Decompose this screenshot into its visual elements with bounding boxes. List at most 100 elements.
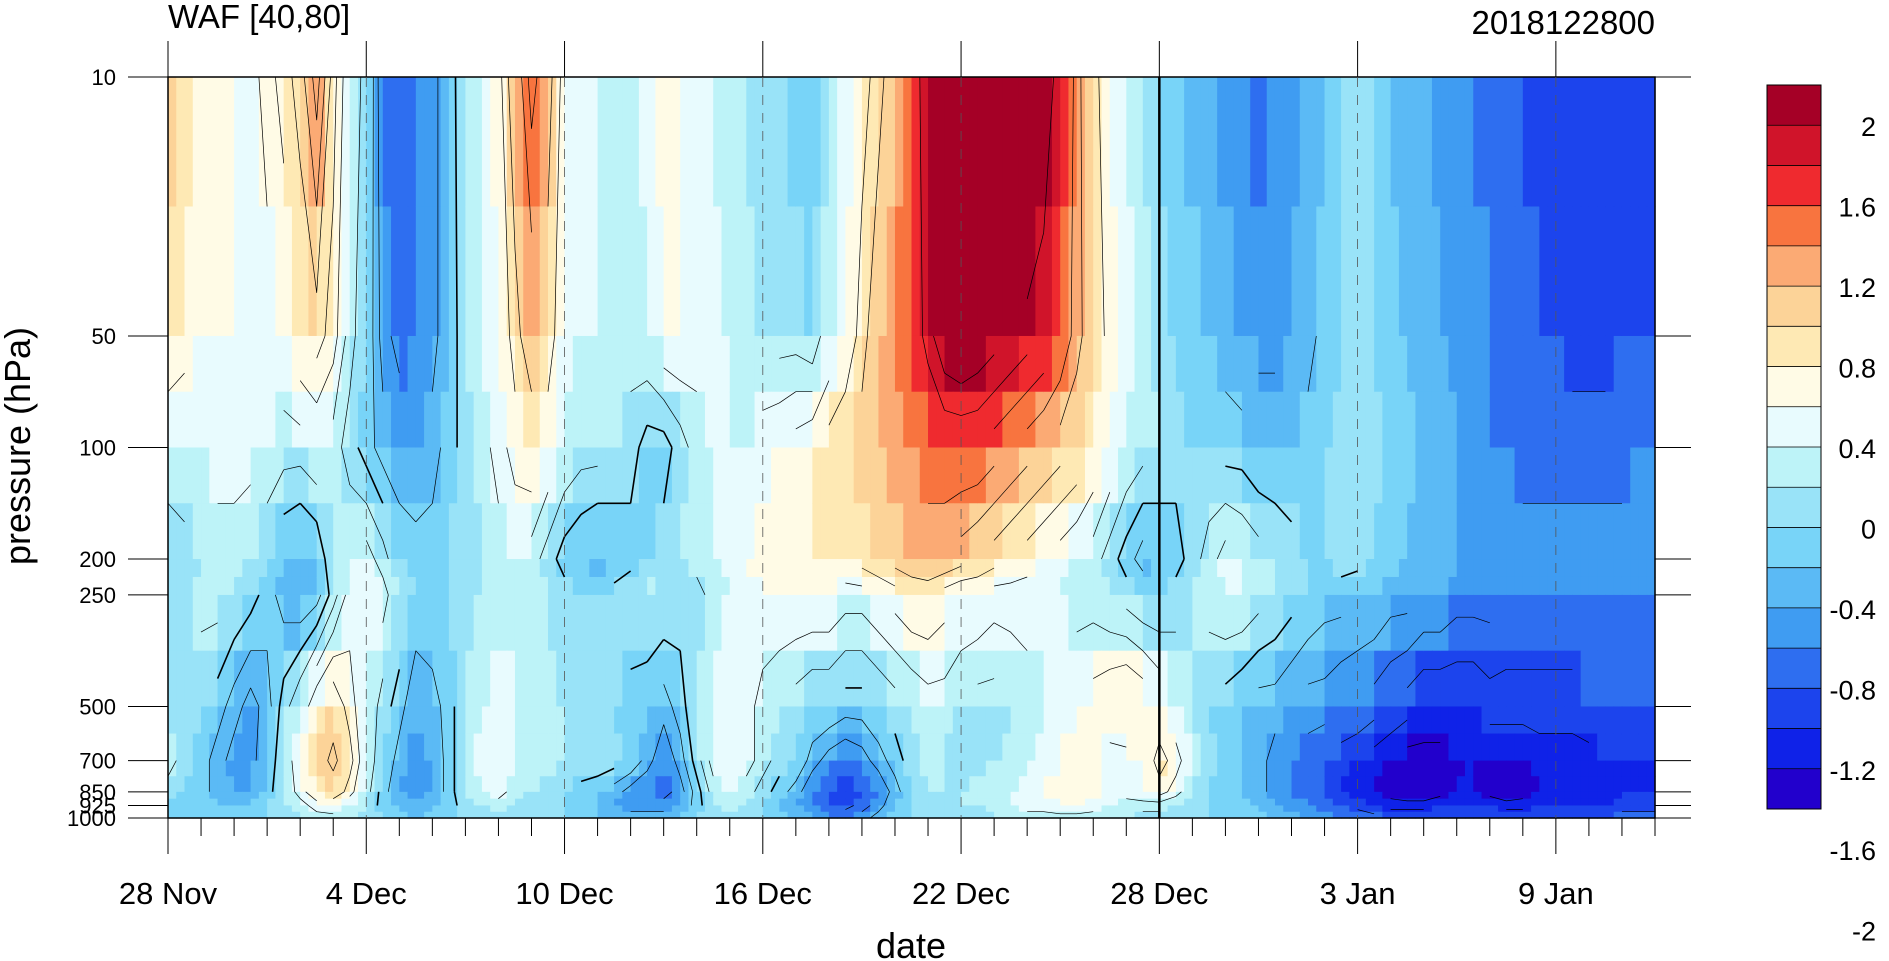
heatmap-cell bbox=[291, 706, 301, 735]
heatmap-cell bbox=[1084, 760, 1094, 777]
heatmap-cell bbox=[1233, 760, 1243, 777]
heatmap-cell bbox=[448, 335, 458, 393]
heatmap-cell bbox=[1118, 391, 1127, 449]
heatmap-cell bbox=[1522, 594, 1532, 652]
heatmap-cell bbox=[1258, 791, 1268, 800]
heatmap-cell bbox=[291, 791, 301, 800]
heatmap-cell bbox=[1060, 594, 1070, 652]
heatmap-cell bbox=[217, 594, 227, 652]
heatmap-cell bbox=[820, 391, 830, 449]
heatmap-cell bbox=[721, 650, 731, 708]
heatmap-cell bbox=[1060, 503, 1070, 560]
heatmap-cell bbox=[1621, 206, 1631, 337]
heatmap-cell bbox=[638, 798, 648, 807]
y-tick-label: 850 bbox=[79, 780, 116, 805]
heatmap-cell bbox=[746, 650, 756, 708]
heatmap-cell bbox=[192, 206, 202, 337]
heatmap-cell bbox=[316, 503, 326, 560]
heatmap-cell bbox=[531, 811, 541, 819]
heatmap-cell bbox=[1241, 206, 1251, 337]
heatmap-cell bbox=[539, 798, 549, 807]
heatmap-cell bbox=[1151, 77, 1160, 208]
heatmap-cell bbox=[663, 733, 673, 762]
heatmap-cell bbox=[234, 733, 243, 762]
heatmap-cell bbox=[349, 650, 359, 708]
heatmap-cell bbox=[432, 776, 442, 793]
heatmap-cell bbox=[1407, 77, 1417, 208]
heatmap-cell bbox=[1175, 811, 1185, 819]
heatmap-cell bbox=[1093, 805, 1103, 813]
heatmap-cell bbox=[903, 760, 913, 777]
heatmap-cell bbox=[1415, 791, 1425, 800]
heatmap-cell bbox=[1630, 776, 1640, 793]
heatmap-cell bbox=[1440, 335, 1450, 393]
heatmap-cell bbox=[589, 798, 599, 807]
heatmap-cell bbox=[597, 559, 607, 578]
heatmap-cell bbox=[1225, 706, 1235, 735]
heatmap-cell bbox=[1299, 760, 1309, 777]
heatmap-cell bbox=[556, 650, 566, 708]
heatmap-cell bbox=[655, 733, 665, 762]
heatmap-cell bbox=[589, 576, 599, 596]
heatmap-cell bbox=[1555, 576, 1565, 596]
heatmap-cell bbox=[242, 776, 252, 793]
heatmap-cell bbox=[1233, 776, 1243, 793]
heatmap-cell bbox=[1316, 447, 1326, 504]
heatmap-cell bbox=[820, 447, 830, 504]
heatmap-cell bbox=[696, 206, 706, 337]
heatmap-cell bbox=[1555, 650, 1565, 708]
heatmap-cell bbox=[1101, 594, 1111, 652]
heatmap-cell bbox=[969, 706, 979, 735]
x-tick-label: 16 Dec bbox=[714, 876, 812, 911]
heatmap-cell bbox=[647, 776, 656, 793]
heatmap-cell bbox=[209, 335, 219, 393]
heatmap-cell bbox=[1324, 798, 1334, 807]
heatmap-cell bbox=[1630, 576, 1640, 596]
heatmap-cell bbox=[1291, 206, 1301, 337]
heatmap-cell bbox=[168, 559, 177, 578]
heatmap-cell bbox=[242, 650, 252, 708]
heatmap-cell bbox=[374, 811, 384, 819]
heatmap-cell bbox=[589, 791, 599, 800]
heatmap-cell bbox=[1506, 206, 1516, 337]
heatmap-cell bbox=[572, 335, 582, 393]
heatmap-cell bbox=[300, 576, 310, 596]
heatmap-cell bbox=[242, 447, 252, 504]
heatmap-cell bbox=[1200, 791, 1210, 800]
heatmap-cell bbox=[440, 206, 450, 337]
heatmap-cell bbox=[283, 733, 293, 762]
heatmap-cell bbox=[168, 791, 177, 800]
heatmap-cell bbox=[308, 706, 318, 735]
heatmap-cell bbox=[1630, 503, 1640, 560]
heatmap-cell bbox=[1308, 503, 1317, 560]
heatmap-cell bbox=[1621, 811, 1631, 819]
heatmap-cell bbox=[663, 706, 673, 735]
heatmap-cell bbox=[985, 798, 995, 807]
heatmap-cell bbox=[415, 733, 425, 762]
heatmap-cell bbox=[1456, 335, 1466, 393]
heatmap-cell bbox=[771, 77, 780, 208]
heatmap-cell bbox=[1151, 811, 1160, 819]
heatmap-cell bbox=[1597, 811, 1607, 819]
heatmap-cell bbox=[1605, 811, 1615, 819]
heatmap-cell bbox=[1621, 776, 1631, 793]
heatmap-cell bbox=[1076, 447, 1086, 504]
colorbar-label: 1.6 bbox=[1838, 193, 1876, 223]
heatmap-cell bbox=[746, 706, 756, 735]
heatmap-cell bbox=[1151, 650, 1160, 708]
heatmap-cell bbox=[688, 760, 698, 777]
heatmap-cell bbox=[481, 706, 491, 735]
heatmap-cell bbox=[754, 77, 764, 208]
heatmap-cell bbox=[779, 206, 789, 337]
heatmap-cell bbox=[283, 650, 293, 708]
heatmap-cell bbox=[1572, 447, 1582, 504]
heatmap-cell bbox=[1341, 650, 1350, 708]
heatmap-cell bbox=[961, 206, 970, 337]
heatmap-cell bbox=[1291, 503, 1301, 560]
heatmap-cell bbox=[985, 650, 995, 708]
heatmap-cell bbox=[1060, 447, 1070, 504]
heatmap-cell bbox=[1250, 335, 1260, 393]
heatmap-cell bbox=[812, 798, 822, 807]
heatmap-cell bbox=[1555, 206, 1565, 337]
heatmap-cell bbox=[1341, 776, 1350, 793]
